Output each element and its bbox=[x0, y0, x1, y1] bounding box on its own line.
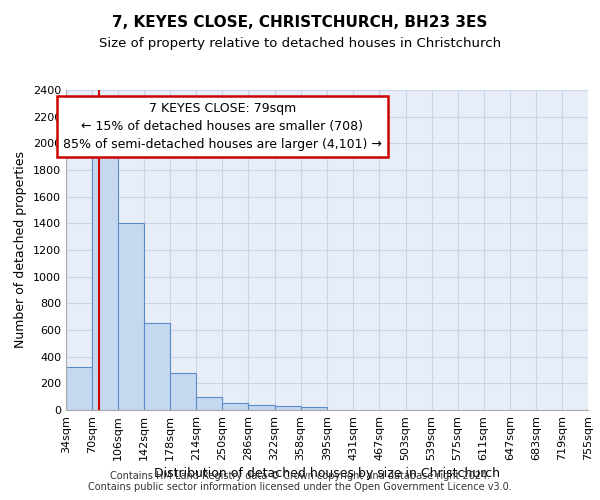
X-axis label: Distribution of detached houses by size in Christchurch: Distribution of detached houses by size … bbox=[154, 467, 500, 480]
Bar bbox=[170, 374, 196, 410]
Text: Size of property relative to detached houses in Christchurch: Size of property relative to detached ho… bbox=[99, 38, 501, 51]
Bar bbox=[92, 146, 118, 410]
Text: 7 KEYES CLOSE: 79sqm
← 15% of detached houses are smaller (708)
85% of semi-deta: 7 KEYES CLOSE: 79sqm ← 15% of detached h… bbox=[63, 102, 382, 151]
Text: 7, KEYES CLOSE, CHRISTCHURCH, BH23 3ES: 7, KEYES CLOSE, CHRISTCHURCH, BH23 3ES bbox=[112, 15, 488, 30]
Bar bbox=[118, 224, 144, 410]
Bar bbox=[275, 406, 301, 410]
Y-axis label: Number of detached properties: Number of detached properties bbox=[14, 152, 28, 348]
Bar bbox=[248, 404, 275, 410]
Bar bbox=[301, 408, 326, 410]
Bar bbox=[196, 396, 223, 410]
Bar bbox=[144, 324, 170, 410]
Bar bbox=[223, 404, 248, 410]
Bar bbox=[66, 368, 92, 410]
Text: Contains HM Land Registry data © Crown copyright and database right 2024.
Contai: Contains HM Land Registry data © Crown c… bbox=[88, 471, 512, 492]
